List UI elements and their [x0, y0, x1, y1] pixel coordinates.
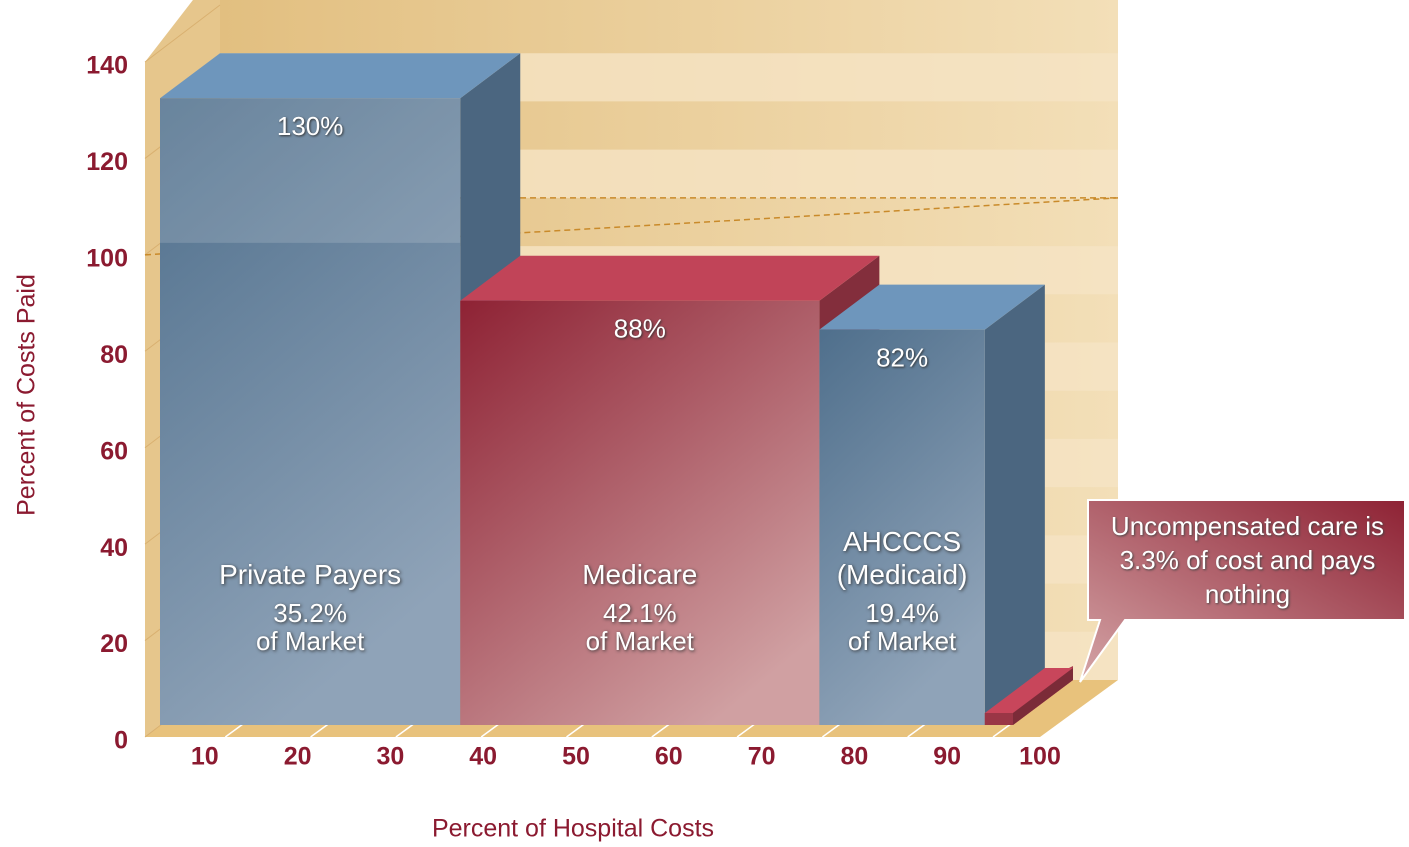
bar-slab-side	[1013, 668, 1073, 725]
bar-top	[819, 284, 1045, 330]
bar-top	[460, 255, 880, 301]
x-tick-label: 70	[748, 743, 776, 771]
x-tick-label: 40	[469, 743, 497, 771]
market-label: of Market	[847, 626, 957, 656]
category-label: Private Payers	[219, 559, 402, 590]
category-label: AHCCCS (Medicaid)	[836, 526, 968, 590]
y-tick-label: 120	[86, 148, 128, 176]
grid-line	[144, 4, 221, 63]
bar	[160, 98, 461, 725]
y-tick-label: 20	[100, 630, 128, 658]
bar	[460, 300, 820, 725]
bar	[819, 329, 985, 725]
value-label: 130%	[277, 111, 344, 141]
x-tick-label: 100	[1019, 743, 1061, 771]
y-tick-label: 140	[86, 52, 128, 80]
bar-top	[160, 53, 521, 99]
market-label: of Market	[255, 626, 365, 656]
value-label: 82%	[876, 343, 928, 373]
x-axis-label: Percent of Hospital Costs	[432, 815, 714, 843]
bar-slab-front	[984, 713, 1013, 725]
y-tick-label: 0	[114, 727, 128, 755]
market-label: of Market	[585, 626, 694, 656]
bar-excess	[160, 98, 461, 243]
y-tick-label: 60	[100, 437, 128, 465]
value-label: 88%	[614, 314, 666, 344]
share-label: 19.4%	[865, 598, 939, 628]
share-label: 35.2%	[273, 598, 347, 628]
y-tick-label: 80	[100, 341, 128, 369]
y-tick-label: 40	[100, 534, 128, 562]
x-tick-label: 60	[655, 743, 683, 771]
bar-label: Medicare 42.1% of Market	[460, 558, 819, 655]
x-tick-label: 30	[376, 743, 404, 771]
x-tick-label: 50	[562, 743, 590, 771]
bar-label: AHCCCS (Medicaid) 19.4% of Market	[819, 525, 984, 655]
annotation: Uncompensated care is 3.3% of cost and p…	[1110, 511, 1385, 609]
share-label: 42.1%	[602, 598, 677, 628]
y-axis-label: Percent of Costs Paid	[13, 274, 41, 516]
bar-label: Private Payers 35.2% of Market	[160, 558, 460, 655]
bar-side	[984, 284, 1045, 725]
x-tick-label: 80	[840, 743, 868, 771]
category-label: Medicare	[582, 559, 698, 590]
x-tick-label: 90	[933, 743, 961, 771]
x-tick-label: 20	[284, 743, 312, 771]
bar-slab-top	[984, 668, 1073, 713]
callout-box	[1079, 499, 1406, 683]
y-tick-label: 100	[86, 244, 128, 272]
x-tick-label: 10	[191, 743, 219, 771]
